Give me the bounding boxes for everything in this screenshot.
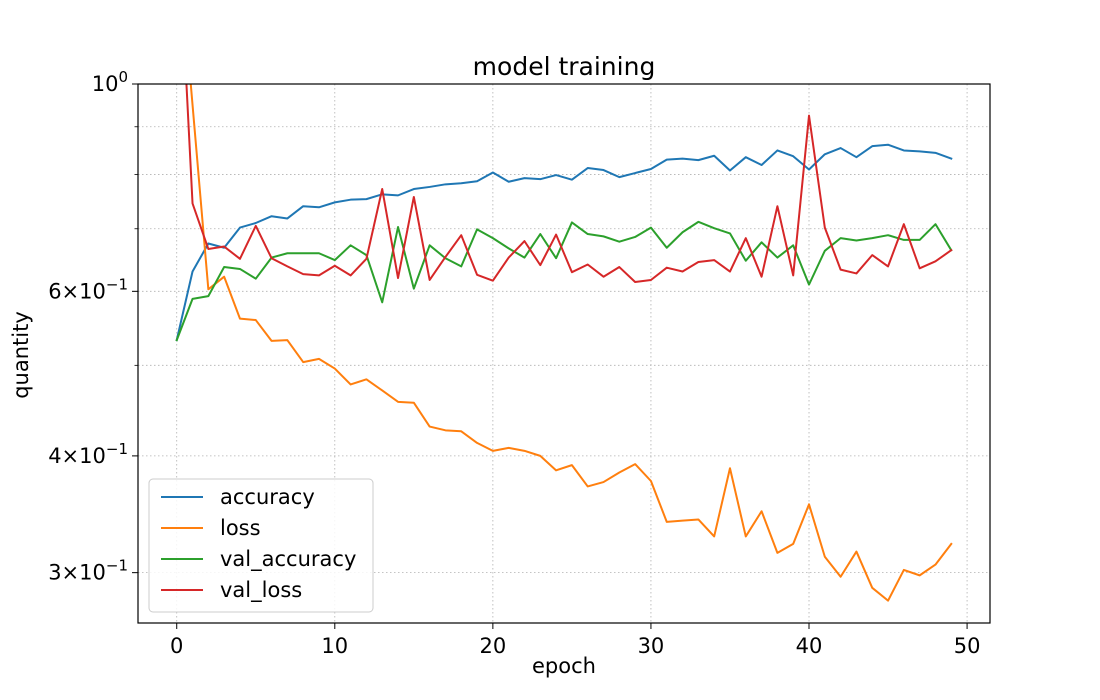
series-line-loss — [189, 84, 953, 602]
y-tick-label: 3×10−1 — [48, 557, 128, 585]
series-line-val-loss — [185, 84, 953, 283]
legend-box — [148, 478, 374, 613]
legend: accuracy loss val_accuracy val_loss — [148, 478, 374, 613]
series-line-accuracy — [175, 143, 953, 342]
y-tick-label: 4×10−1 — [48, 440, 128, 468]
x-tick-label: 0 — [170, 634, 183, 658]
series-line-val-accuracy — [175, 220, 953, 342]
x-tick-label: 40 — [796, 634, 823, 658]
legend-label-accuracy: accuracy — [220, 485, 315, 509]
chart-title: model training — [473, 52, 656, 81]
legend-label-val-accuracy: val_accuracy — [220, 547, 356, 572]
y-axis: 3×10−1 4×10−1 6×10−1 100 — [48, 68, 138, 585]
legend-label-val-loss: val_loss — [220, 578, 302, 603]
x-tick-label: 20 — [480, 634, 507, 658]
x-tick-label: 10 — [321, 634, 348, 658]
x-axis-label: epoch — [532, 654, 596, 678]
x-tick-label: 50 — [954, 634, 981, 658]
x-tick-label: 30 — [638, 634, 665, 658]
y-axis-label: quantity — [9, 311, 33, 399]
y-tick-label: 100 — [92, 68, 128, 96]
legend-label-loss: loss — [220, 516, 261, 540]
y-tick-label: 6×10−1 — [48, 275, 128, 303]
plot-frame — [137, 83, 991, 624]
series-group — [175, 84, 953, 602]
x-axis: 0 10 20 30 40 50 — [170, 623, 980, 658]
